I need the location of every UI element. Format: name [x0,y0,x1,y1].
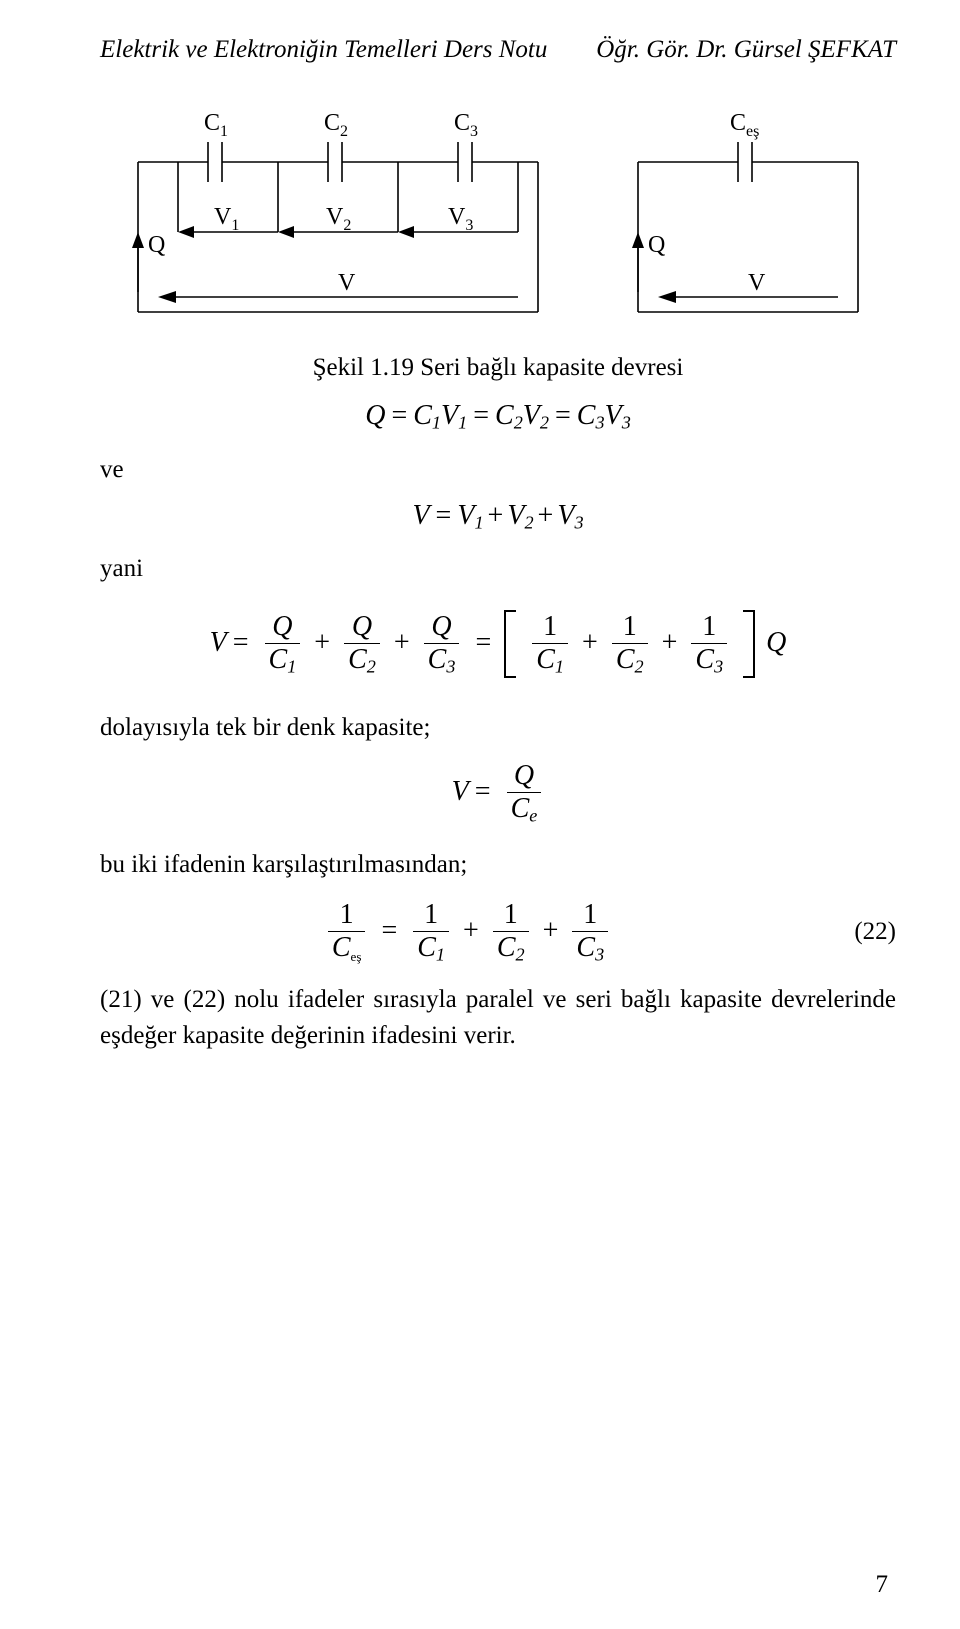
figure-1-19: C1 C2 C3 Ceş V1 V2 V3 Q Q V V [118,92,878,342]
figure-caption: Şekil 1.19 Seri bağlı kapasite devresi [100,354,896,382]
text-ve: ve [100,456,896,484]
text-yani: yani [100,555,896,583]
equation-Q: Q=C1V1=C2V2=C3V3 [100,400,896,434]
svg-text:V3: V3 [448,204,473,234]
svg-text:V2: V2 [326,204,351,234]
header-left: Elektrik ve Elektroniğin Temelleri Ders … [100,36,547,64]
page: Elektrik ve Elektroniğin Temelleri Ders … [0,0,960,1629]
svg-text:V1: V1 [214,204,239,234]
text-dolayisiyla: dolayısıyla tek bir denk kapasite; [100,710,896,746]
svg-text:Ceş: Ceş [730,110,759,140]
equation-Vfrac: V= QC1 + QC2 + QC3 = 1C1 + 1C2 + 1C3 Q [100,603,896,686]
svg-text:C2: C2 [324,110,348,140]
svg-text:C3: C3 [454,110,478,140]
svg-text:V: V [748,270,766,296]
svg-text:Q: Q [148,232,165,258]
text-buiki: bu iki ifadenin karşılaştırılmasından; [100,847,896,883]
equation-VCe: V= QCe [100,762,896,825]
svg-text:V: V [338,270,356,296]
page-header: Elektrik ve Elektroniğin Temelleri Ders … [100,36,896,64]
svg-text:Q: Q [648,232,665,258]
paragraph-final: (21) ve (22) nolu ifadeler sırasıyla par… [100,982,896,1055]
equation-Ces: 1Ceş = 1C1 + 1C2 + 1C3 (22) [100,901,896,964]
svg-text:C1: C1 [204,110,228,140]
equation-Vsum: V=V1+V2+V3 [100,500,896,534]
page-number: 7 [876,1571,889,1599]
header-right: Öğr. Gör. Dr. Gürsel ŞEFKAT [596,36,896,64]
equation-number-22: (22) [836,918,896,946]
